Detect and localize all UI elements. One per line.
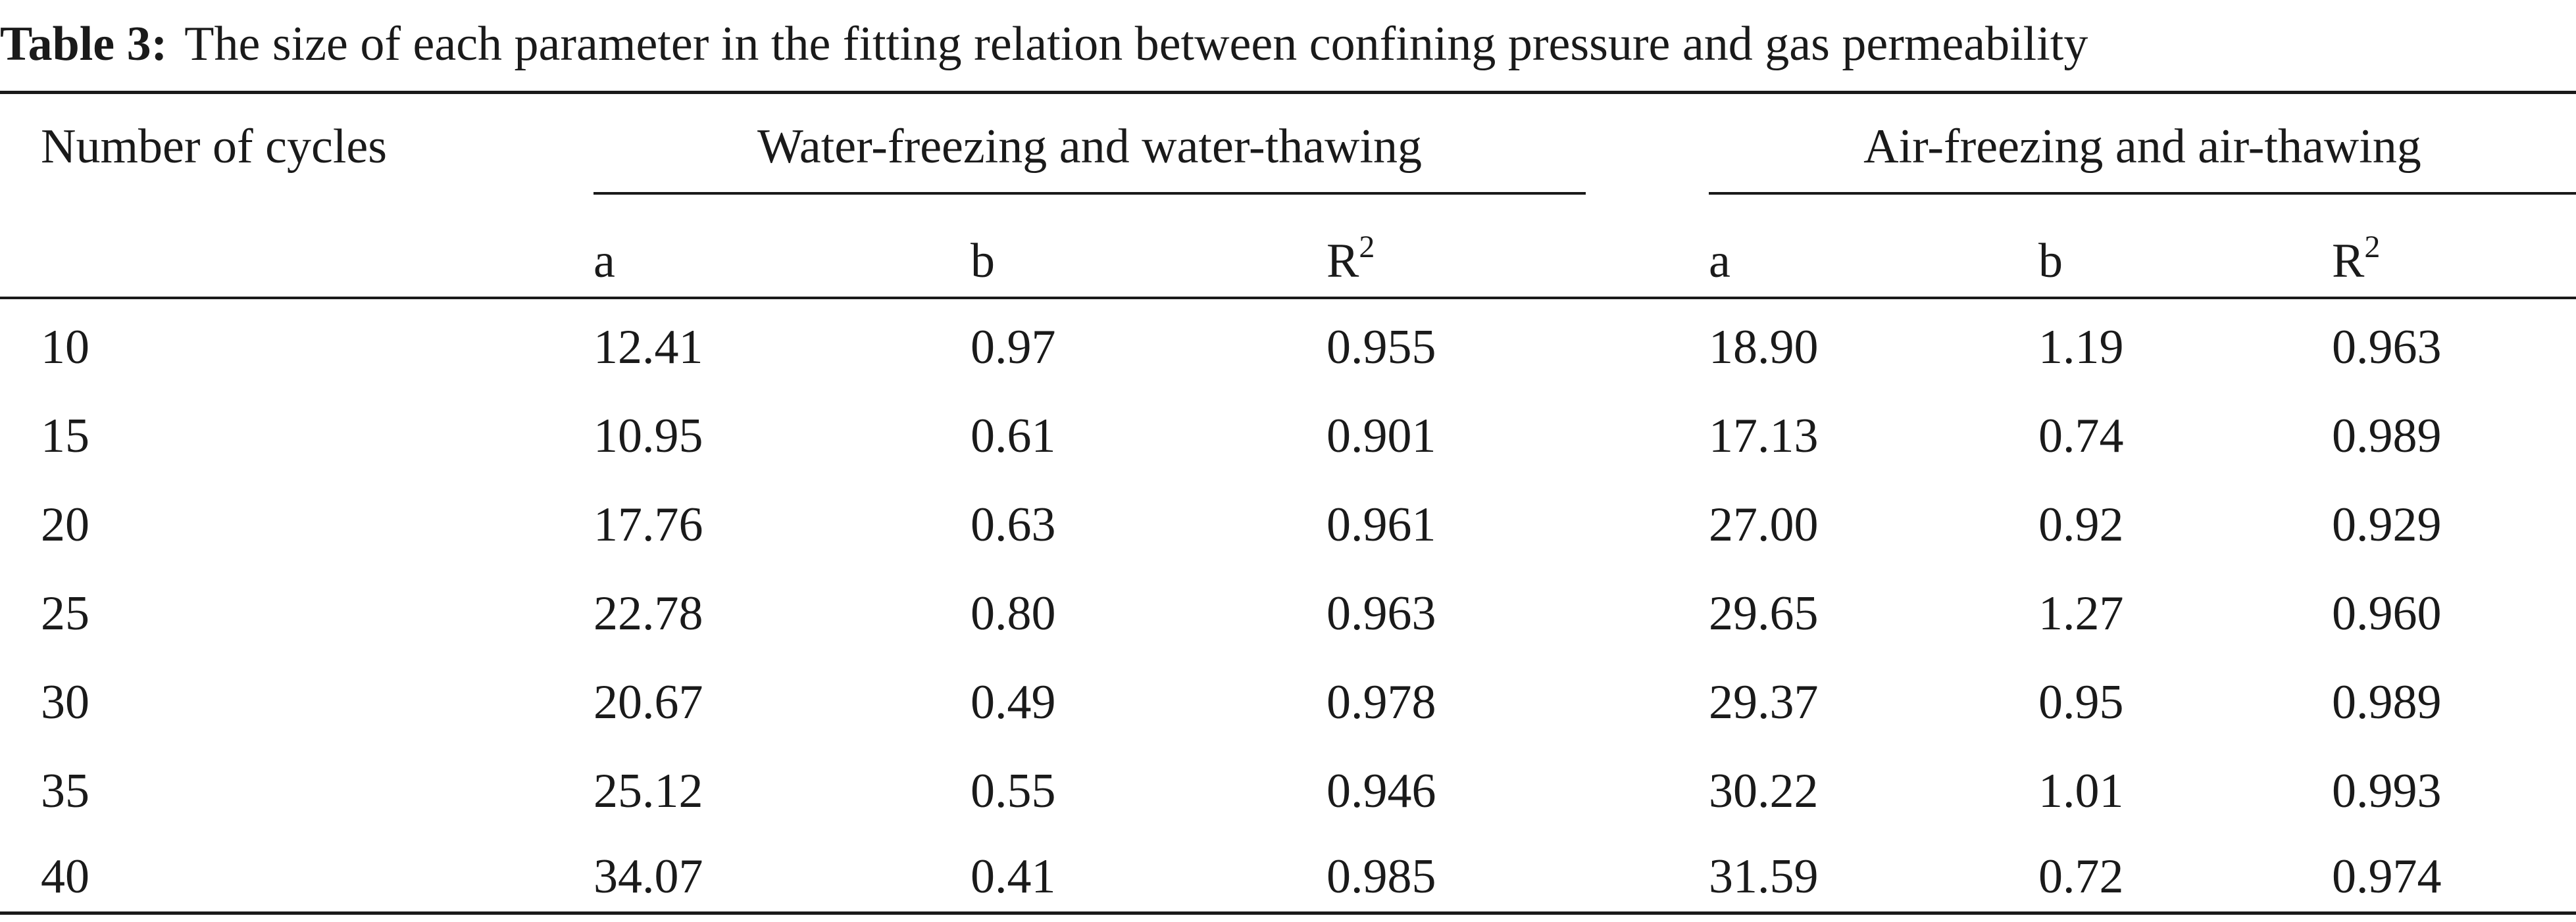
cell-water-b: 0.80 <box>971 587 1056 641</box>
cell-air-r2: 0.974 <box>2332 850 2442 904</box>
cell-air-a: 29.37 <box>1709 675 1819 729</box>
cell-water-r2: 0.985 <box>1326 850 1436 904</box>
cell-cycles: 40 <box>41 850 89 904</box>
table-caption-label: Table 3: <box>0 17 168 71</box>
cell-water-a: 25.12 <box>593 764 703 818</box>
cell-water-b: 0.41 <box>971 850 1056 904</box>
cell-water-r2: 0.963 <box>1326 587 1436 641</box>
cell-cycles: 10 <box>41 320 89 374</box>
cell-water-b: 0.49 <box>971 675 1056 729</box>
cell-air-b: 1.01 <box>2038 764 2124 818</box>
subheader-water-r: R <box>1326 234 1359 288</box>
cell-air-b: 0.92 <box>2038 498 2124 552</box>
cell-water-r2: 0.955 <box>1326 320 1436 374</box>
subheader-air-b: b <box>2038 234 2063 288</box>
cell-water-a: 22.78 <box>593 587 703 641</box>
header-number-of-cycles: Number of cycles <box>41 120 388 174</box>
cell-cycles: 35 <box>41 764 89 818</box>
cell-air-a: 29.65 <box>1709 587 1819 641</box>
cell-air-r2: 0.960 <box>2332 587 2442 641</box>
cell-air-a: 27.00 <box>1709 498 1819 552</box>
cell-air-b: 0.74 <box>2038 409 2124 463</box>
cell-cycles: 15 <box>41 409 89 463</box>
cell-water-b: 0.61 <box>971 409 1056 463</box>
cell-air-a: 18.90 <box>1709 320 1819 374</box>
subheader-air-r-sup: 2 <box>2364 230 2381 264</box>
cell-air-a: 30.22 <box>1709 764 1819 818</box>
cell-air-r2: 0.989 <box>2332 409 2442 463</box>
cell-cycles: 30 <box>41 675 89 729</box>
cell-air-a: 17.13 <box>1709 409 1819 463</box>
subheader-water-b: b <box>971 234 995 288</box>
cell-water-b: 0.63 <box>971 498 1056 552</box>
cell-air-r2: 0.963 <box>2332 320 2442 374</box>
cell-water-a: 34.07 <box>593 850 703 904</box>
table-header-rule <box>0 297 2576 299</box>
cell-air-b: 1.19 <box>2038 320 2124 374</box>
subheader-air-r2: R2 <box>2332 231 2380 291</box>
header-group-water: Water-freezing and water-thawing <box>757 120 1423 174</box>
table-top-rule <box>0 91 2576 94</box>
cell-water-r2: 0.901 <box>1326 409 1436 463</box>
cell-water-r2: 0.978 <box>1326 675 1436 729</box>
cell-air-r2: 0.993 <box>2332 764 2442 818</box>
subheader-air-r: R <box>2332 234 2365 288</box>
subheader-air-a: a <box>1709 234 1730 288</box>
cell-water-b: 0.97 <box>971 320 1056 374</box>
cell-water-b: 0.55 <box>971 764 1056 818</box>
cell-water-a: 17.76 <box>593 498 703 552</box>
cell-air-r2: 0.929 <box>2332 498 2442 552</box>
table-caption: Table 3: The size of each parameter in th… <box>0 14 2576 74</box>
group-rule-water <box>593 192 1586 195</box>
cell-air-a: 31.59 <box>1709 850 1819 904</box>
group-rule-air <box>1709 192 2576 195</box>
cell-air-b: 0.95 <box>2038 675 2124 729</box>
cell-cycles: 20 <box>41 498 89 552</box>
subheader-water-a: a <box>593 234 615 288</box>
cell-water-r2: 0.961 <box>1326 498 1436 552</box>
cell-cycles: 25 <box>41 587 89 641</box>
cell-water-a: 10.95 <box>593 409 703 463</box>
cell-air-r2: 0.989 <box>2332 675 2442 729</box>
cell-air-b: 1.27 <box>2038 587 2124 641</box>
table-caption-text: The size of each parameter in the fittin… <box>184 17 2088 71</box>
cell-water-a: 12.41 <box>593 320 703 374</box>
subheader-water-r2: R2 <box>1326 231 1375 291</box>
cell-water-a: 20.67 <box>593 675 703 729</box>
subheader-water-r-sup: 2 <box>1359 230 1375 264</box>
cell-air-b: 0.72 <box>2038 850 2124 904</box>
table-bottom-rule <box>0 911 2576 915</box>
cell-water-r2: 0.946 <box>1326 764 1436 818</box>
header-group-air: Air-freezing and air-thawing <box>1863 120 2421 174</box>
